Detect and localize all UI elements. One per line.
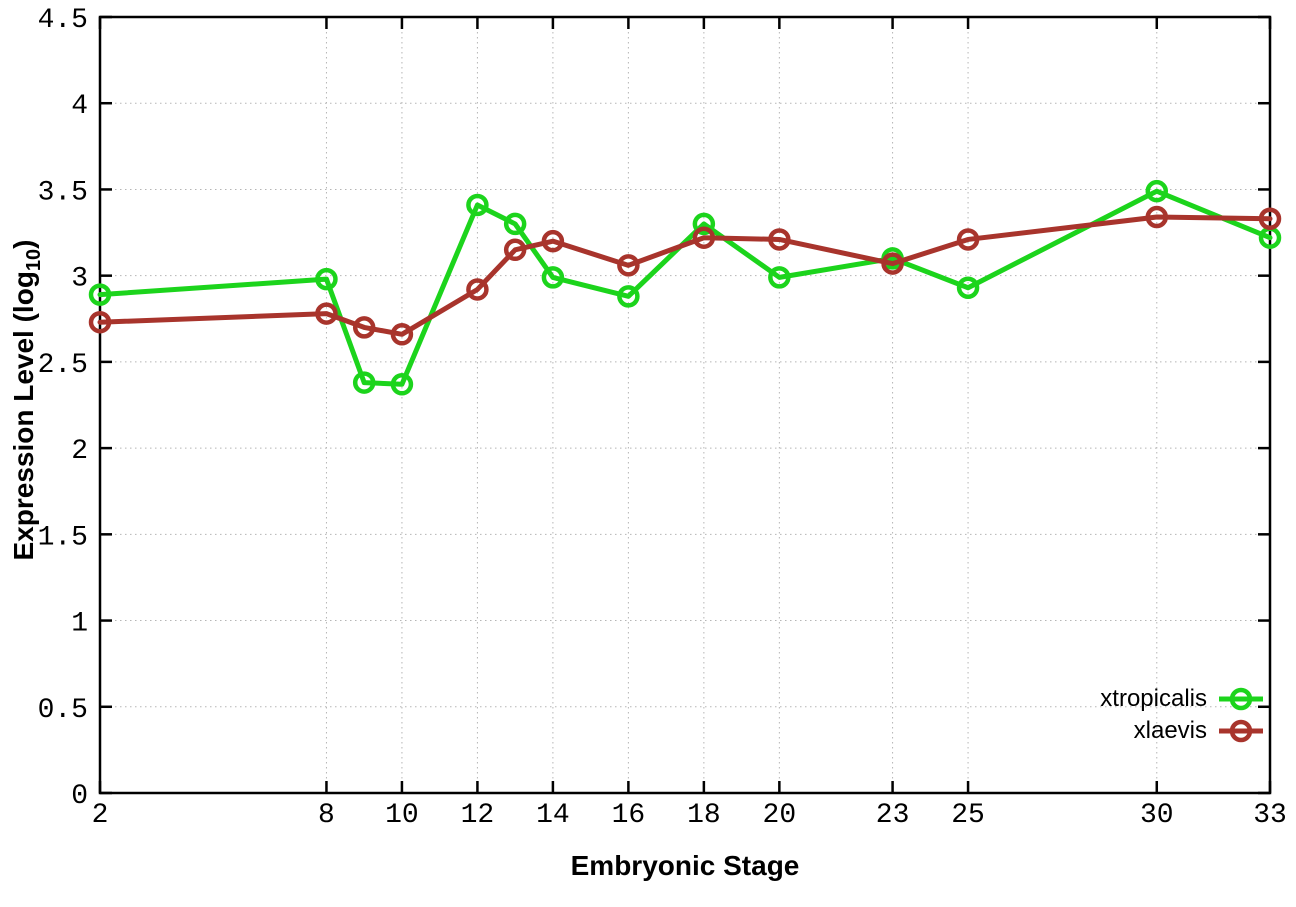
y-tick-label: 4.5 bbox=[38, 5, 88, 36]
chart-legend: xtropicalis xlaevis bbox=[1100, 683, 1265, 747]
data-point-xlaevis bbox=[956, 228, 980, 251]
data-point-xlaevis bbox=[390, 323, 414, 346]
legend-label-xlaevis: xlaevis bbox=[1133, 717, 1207, 744]
data-point-xlaevis bbox=[88, 310, 112, 334]
data-point-xlaevis bbox=[768, 228, 791, 251]
x-tick-label: 12 bbox=[461, 800, 495, 831]
data-point-xtropicalis bbox=[503, 212, 527, 236]
y-tick-label: 1 bbox=[71, 609, 88, 640]
legend-line-point-icon bbox=[1219, 719, 1263, 743]
y-axis-title-subscript: 10 bbox=[23, 248, 45, 272]
data-point-xlaevis bbox=[1258, 207, 1282, 231]
data-point-xtropicalis bbox=[352, 371, 376, 394]
y-tick-label: 2 bbox=[71, 436, 88, 467]
data-point-xlaevis bbox=[1145, 205, 1169, 229]
y-axis-title-suffix: ) bbox=[8, 239, 39, 249]
y-tick-label: 4 bbox=[71, 91, 88, 122]
data-point-xtropicalis bbox=[390, 373, 414, 396]
y-axis-title: Expression Level (log10) bbox=[8, 240, 46, 561]
data-point-xlaevis bbox=[352, 316, 376, 339]
x-tick-label: 2 bbox=[92, 800, 109, 831]
y-tick-label: 1.5 bbox=[38, 522, 88, 553]
data-point-xlaevis bbox=[541, 229, 565, 253]
y-tick-label: 0.5 bbox=[38, 695, 88, 726]
legend-label-xtropicalis: xtropicalis bbox=[1100, 685, 1207, 712]
data-point-xtropicalis bbox=[768, 266, 791, 289]
data-point-xlaevis bbox=[315, 302, 338, 325]
plot-border bbox=[98, 15, 1272, 795]
x-tick-label: 30 bbox=[1140, 800, 1174, 831]
x-tick-label: 23 bbox=[876, 800, 910, 831]
data-point-xtropicalis bbox=[617, 285, 640, 308]
legend-line-point-icon bbox=[1219, 687, 1263, 711]
y-tick-label: 3.5 bbox=[38, 177, 88, 208]
data-point-xlaevis bbox=[466, 278, 489, 301]
data-point-xlaevis bbox=[617, 254, 640, 277]
data-point-xtropicalis bbox=[315, 267, 338, 291]
data-point-xlaevis bbox=[503, 238, 527, 262]
x-tick-label: 33 bbox=[1253, 800, 1287, 831]
x-tick-label: 8 bbox=[318, 800, 335, 831]
x-tick-label: 18 bbox=[687, 800, 721, 831]
data-point-xtropicalis bbox=[466, 193, 489, 217]
data-point-xlaevis bbox=[692, 226, 716, 249]
legend-item-xtropicalis: xtropicalis bbox=[1100, 683, 1265, 715]
x-axis-title: Embryonic Stage bbox=[570, 850, 800, 881]
data-point-xtropicalis bbox=[692, 212, 716, 236]
data-point-xlaevis bbox=[881, 252, 904, 275]
x-tick-label: 14 bbox=[536, 800, 570, 831]
data-point-xtropicalis bbox=[956, 276, 980, 299]
series-line-xlaevis bbox=[97, 214, 1273, 337]
x-tick-label: 16 bbox=[612, 800, 646, 831]
y-tick-label: 3 bbox=[71, 264, 88, 295]
data-point-xtropicalis bbox=[541, 266, 565, 289]
y-tick-label: 2.5 bbox=[38, 350, 88, 381]
data-point-xtropicalis bbox=[88, 283, 112, 306]
series-line-xtropicalis bbox=[97, 188, 1273, 387]
data-point-xtropicalis bbox=[1145, 179, 1169, 203]
y-axis-title-text: Expression Level (log bbox=[8, 271, 39, 561]
x-tick-label: 10 bbox=[385, 800, 419, 831]
y-tick-label: 0 bbox=[71, 781, 88, 812]
legend-item-xlaevis: xlaevis bbox=[1100, 715, 1265, 747]
x-tick-label: 25 bbox=[951, 800, 985, 831]
x-tick-label: 20 bbox=[763, 800, 797, 831]
